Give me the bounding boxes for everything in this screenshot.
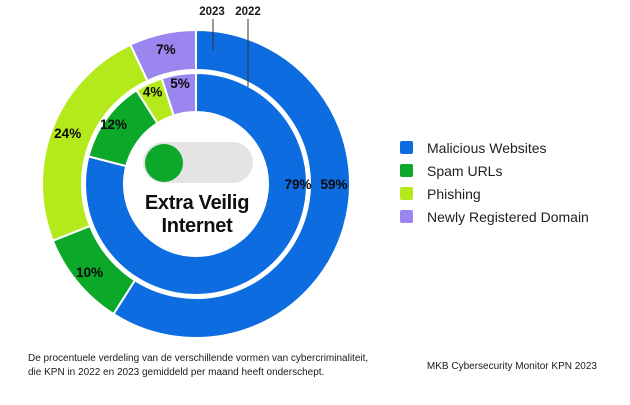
legend-swatch-newly-registered-domain (400, 210, 413, 223)
legend-label: Spam URLs (427, 162, 503, 179)
legend-label: Malicious Websites (427, 139, 547, 156)
value-label-2023-spam-urls: 10% (76, 265, 103, 280)
legend-item-newly-registered-domain: Newly Registered Domain (400, 208, 589, 225)
donut-segment-2023-newly-registered-domain (129, 29, 197, 82)
value-label-2022-malicious-websites: 79% (284, 177, 311, 192)
legend: Malicious Websites Spam URLs Phishing Ne… (400, 139, 589, 231)
value-label-2022-spam-urls: 12% (100, 117, 127, 132)
legend-item-spam-urls: Spam URLs (400, 162, 589, 179)
value-label-2023-newly-registered-domain: 7% (156, 42, 176, 57)
donut-segment-2023-malicious-websites (112, 29, 351, 339)
chart-center-title: Extra Veilig Internet (116, 192, 278, 238)
value-label-2023-malicious-websites: 59% (320, 177, 347, 192)
center-title-line2: Internet (161, 215, 233, 237)
legend-item-phishing: Phishing (400, 185, 589, 202)
value-label-2022-phishing: 4% (143, 85, 163, 100)
value-label-2022-newly-registered-domain: 5% (170, 76, 190, 91)
legend-swatch-malicious-websites (400, 141, 413, 154)
chart-caption: De procentuele verdeling van de verschil… (28, 352, 368, 379)
legend-swatch-spam-urls (400, 164, 413, 177)
toggle-knob-icon (145, 143, 183, 182)
year-label-2022: 2022 (235, 6, 261, 18)
legend-item-malicious-websites: Malicious Websites (400, 139, 589, 156)
caption-line2: die KPN in 2022 en 2023 gemiddeld per ma… (28, 366, 325, 378)
legend-label: Phishing (427, 185, 481, 202)
source-credit: MKB Cybersecurity Monitor KPN 2023 (426, 361, 597, 372)
legend-label: Newly Registered Domain (427, 208, 589, 225)
legend-swatch-phishing (400, 187, 413, 200)
center-title-line1: Extra Veilig (144, 192, 250, 214)
value-label-2023-phishing: 24% (54, 126, 81, 141)
year-label-2023: 2023 (199, 6, 225, 18)
donut-segment-2022-malicious-websites (84, 72, 308, 296)
donut-segment-2022-newly-registered-domain (160, 72, 197, 117)
toggle-switch-icon (143, 142, 253, 183)
caption-line1: De procentuele verdeling van de verschil… (28, 353, 369, 364)
